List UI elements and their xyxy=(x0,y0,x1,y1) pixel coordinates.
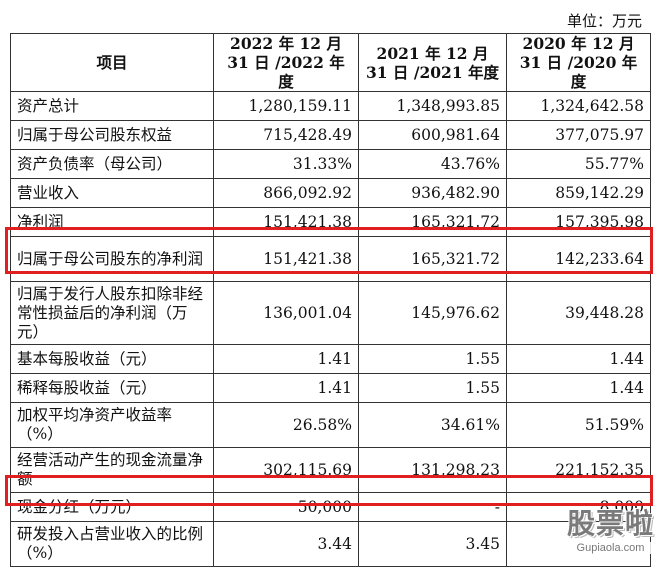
cell-2020: 377,075.97 xyxy=(506,120,651,150)
cell-2021: 131,298.23 xyxy=(358,447,507,493)
cell-2021: - xyxy=(358,492,507,522)
cell-2021: 1.55 xyxy=(358,373,507,403)
cell-2020: 142,233.64 xyxy=(506,236,651,282)
cell-2020: 859,142.29 xyxy=(506,178,651,208)
cell-2021: 936,482.90 xyxy=(358,178,507,208)
watermark-url: Gupiaola.com xyxy=(566,542,654,554)
header-col-2020-text: 2020 年 12 月 31 日 /2020 年度 xyxy=(519,34,638,91)
header-col-2021-text: 2021 年 12 月 31 日 /2021 年度 xyxy=(365,43,500,82)
cell-2021: 34.61% xyxy=(358,402,507,448)
table-row: 营业收入 866,092.92 936,482.90 859,142.29 xyxy=(10,178,651,208)
cell-2021: 3.45 xyxy=(358,521,507,567)
financial-data-table: 项目 2022 年 12 月 31 日 /2022 年度 2021 年 12 月… xyxy=(10,33,651,567)
row-label: 归属于发行人股东扣除非经常性损益后的净利润（万元） xyxy=(10,281,214,345)
cell-2021: 1,348,993.85 xyxy=(358,91,507,121)
cell-2020: 1,324,642.58 xyxy=(506,91,651,121)
row-label: 归属于母公司股东的净利润 xyxy=(10,236,214,282)
cell-2020: 157,395.98 xyxy=(506,207,651,237)
row-label: 稀释每股收益（元） xyxy=(10,373,214,403)
cell-2021: 43.76% xyxy=(358,149,507,179)
table-row: 归属于发行人股东扣除非经常性损益后的净利润（万元） 136,001.04 145… xyxy=(10,281,651,345)
row-label: 资产总计 xyxy=(10,91,214,121)
cell-2021: 165,321.72 xyxy=(358,236,507,282)
row-label: 研发投入占营业收入的比例（%） xyxy=(10,521,214,567)
cell-2022: 1.41 xyxy=(213,344,359,374)
header-item: 项目 xyxy=(10,33,214,92)
row-label: 归属于母公司股东权益 xyxy=(10,120,214,150)
cell-2020: 51.59% xyxy=(506,402,651,448)
cell-2022: 1,280,159.11 xyxy=(213,91,359,121)
cell-2022: 136,001.04 xyxy=(213,281,359,345)
table-row: 资产总计 1,280,159.11 1,348,993.85 1,324,642… xyxy=(10,91,651,121)
header-col-2021: 2021 年 12 月 31 日 /2021 年度 xyxy=(358,33,507,92)
cell-2021: 165,321.72 xyxy=(358,207,507,237)
table-row: 基本每股收益（元） 1.41 1.55 1.44 xyxy=(10,344,651,374)
cell-2021: 145,976.62 xyxy=(358,281,507,345)
row-label: 净利润 xyxy=(10,207,214,237)
cell-2022: 866,092.92 xyxy=(213,178,359,208)
row-label: 加权平均净资产收益率（%） xyxy=(10,402,214,448)
table-row: 净利润 151,421.38 165,321.72 157,395.98 xyxy=(10,207,651,237)
table-row: 归属于母公司股东权益 715,428.49 600,981.64 377,075… xyxy=(10,120,651,150)
table-header-row: 项目 2022 年 12 月 31 日 /2022 年度 2021 年 12 月… xyxy=(10,33,651,92)
table-row: 经营活动产生的现金流量净额 302,115.69 131,298.23 221,… xyxy=(10,447,651,493)
cell-2022: 1.41 xyxy=(213,373,359,403)
cell-2022: 151,421.38 xyxy=(213,236,359,282)
cell-2022: 50,000 xyxy=(213,492,359,522)
cell-2020: 55.77% xyxy=(506,149,651,179)
table-row: 稀释每股收益（元） 1.41 1.55 1.44 xyxy=(10,373,651,403)
cell-2020: 1.44 xyxy=(506,373,651,403)
row-label: 资产负债率（母公司） xyxy=(10,149,214,179)
cell-2020: 221,152.35 xyxy=(506,447,651,493)
table-row: 资产负债率（母公司） 31.33% 43.76% 55.77% xyxy=(10,149,651,179)
table-row-highlighted: 归属于母公司股东的净利润 151,421.38 165,321.72 142,2… xyxy=(10,236,651,282)
cell-2021: 600,981.64 xyxy=(358,120,507,150)
row-label: 营业收入 xyxy=(10,178,214,208)
cell-2020: 39,448.28 xyxy=(506,281,651,345)
cell-2022: 302,115.69 xyxy=(213,447,359,493)
cell-2022: 151,421.38 xyxy=(213,207,359,237)
header-col-2022: 2022 年 12 月 31 日 /2022 年度 xyxy=(213,33,359,92)
cell-2021: 1.55 xyxy=(358,344,507,374)
cell-2020: 8,000 xyxy=(506,492,651,522)
cell-2022: 26.58% xyxy=(213,402,359,448)
table-row-highlighted: 现金分红（万元） 50,000 - 8,000 xyxy=(10,492,651,522)
row-label: 现金分红（万元） xyxy=(10,492,214,522)
cell-2022: 715,428.49 xyxy=(213,120,359,150)
table-row: 加权平均净资产收益率（%） 26.58% 34.61% 51.59% xyxy=(10,402,651,448)
row-label: 经营活动产生的现金流量净额 xyxy=(10,447,214,493)
watermark: 股票啦 Gupiaola.com xyxy=(566,502,654,554)
cell-2022: 3.44 xyxy=(213,521,359,567)
unit-label: 单位：万元 xyxy=(566,12,642,30)
header-col-2020: 2020 年 12 月 31 日 /2020 年度 xyxy=(506,33,651,92)
watermark-logo: 股票啦 xyxy=(566,507,654,540)
cell-2022: 31.33% xyxy=(213,149,359,179)
header-col-2022-text: 2022 年 12 月 31 日 /2022 年度 xyxy=(227,34,345,91)
row-label: 基本每股收益（元） xyxy=(10,344,214,374)
cell-2020: 1.44 xyxy=(506,344,651,374)
table-row: 研发投入占营业收入的比例（%） 3.44 3.45 xyxy=(10,521,651,567)
